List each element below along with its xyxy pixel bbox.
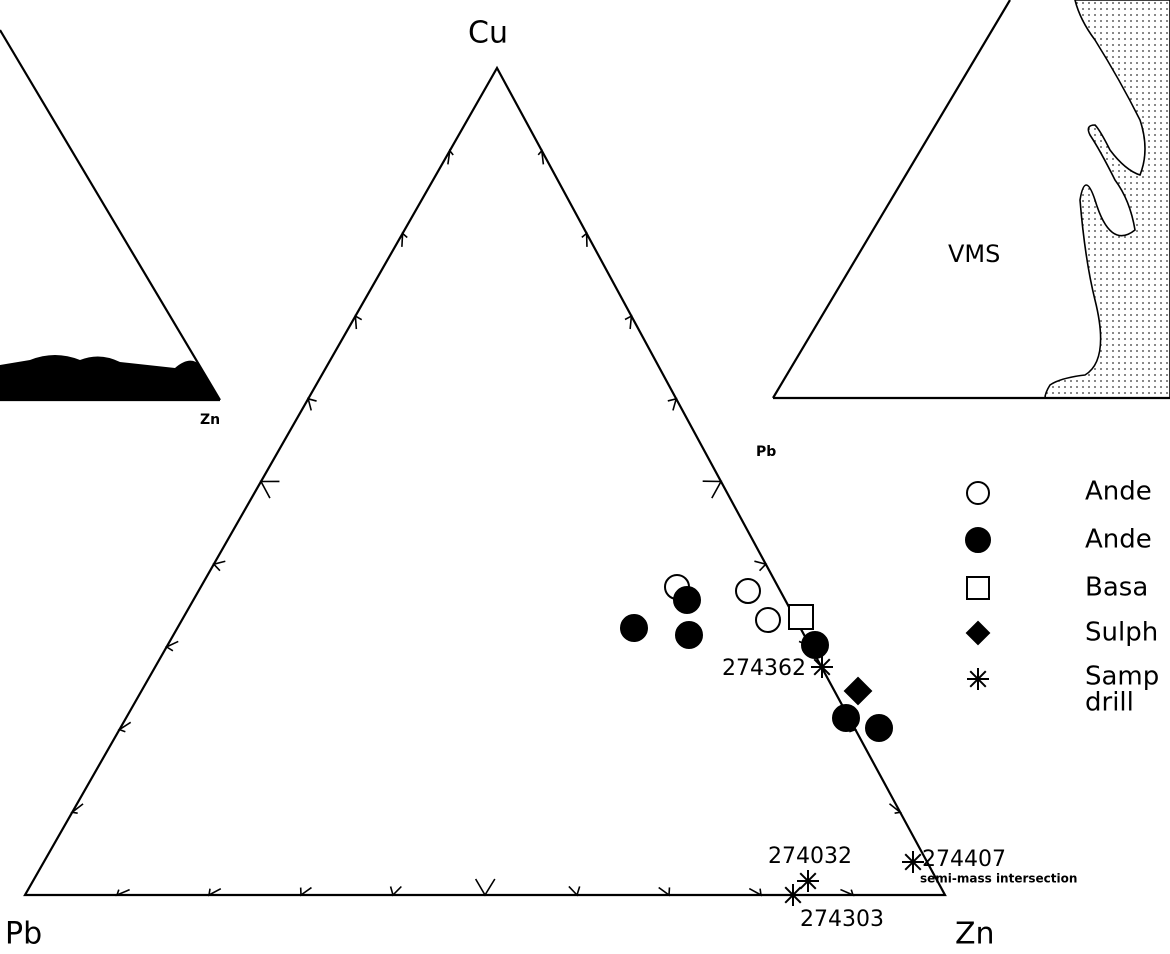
apex-label: Pb [756,444,776,460]
star-marker [811,656,833,678]
legend-label: drill [1085,688,1134,718]
tick [569,886,580,895]
figure: Zn Pb VMS Cu Pb Zn 274362 274032 27440 [0,0,1170,954]
main-triangle: Cu Pb Zn [5,16,995,952]
open-marker [756,608,780,632]
apex-label: Pb [5,917,42,952]
legend-label: Ande [1085,525,1152,555]
apex-label: Cu [468,16,508,51]
tick [391,887,402,895]
filled-field [0,355,220,400]
edge [773,0,1010,398]
tick [703,481,721,498]
star-marker [782,884,804,906]
sample-label: 274303 [800,907,884,932]
field-label: VMS [948,240,1000,268]
diamond-marker [845,678,871,704]
legend-label: Ande [1085,477,1152,507]
filled-marker [802,632,828,658]
edge [0,30,220,400]
tick [668,399,676,411]
apex-label: Zn [200,412,220,428]
right-inset: Pb VMS [756,0,1170,460]
vms-field [1045,0,1170,398]
filled-marker [676,622,702,648]
tick [582,233,587,246]
filled-marker [866,715,892,741]
tick [261,481,279,498]
legend-label: Basa [1085,573,1148,603]
tick [355,316,361,329]
tick [538,151,543,165]
legend-symbol [967,622,989,644]
open-marker [736,579,760,603]
annotation: semi-mass intersection [920,872,1077,886]
legend-label: Sulph [1085,618,1158,648]
tick [402,233,407,246]
tick [625,316,631,329]
sample-label: 274032 [768,844,852,869]
sample-label: 274362 [722,656,806,681]
tick [301,888,312,895]
legend-symbol [967,577,989,599]
square-marker [789,605,813,629]
star-marker [902,851,924,873]
sample-label: 274407 [922,847,1006,872]
tick [308,399,316,411]
filled-marker [674,587,700,613]
star-marker [967,668,989,690]
legend [966,482,990,644]
filled-marker [621,615,647,641]
filled-marker [833,705,859,731]
legend-symbol [966,528,990,552]
triangle [25,68,945,895]
tick [476,879,495,895]
legend-symbol [967,482,989,504]
tick [659,887,670,895]
apex-label: Zn [955,917,995,952]
left-inset: Zn [0,30,220,428]
